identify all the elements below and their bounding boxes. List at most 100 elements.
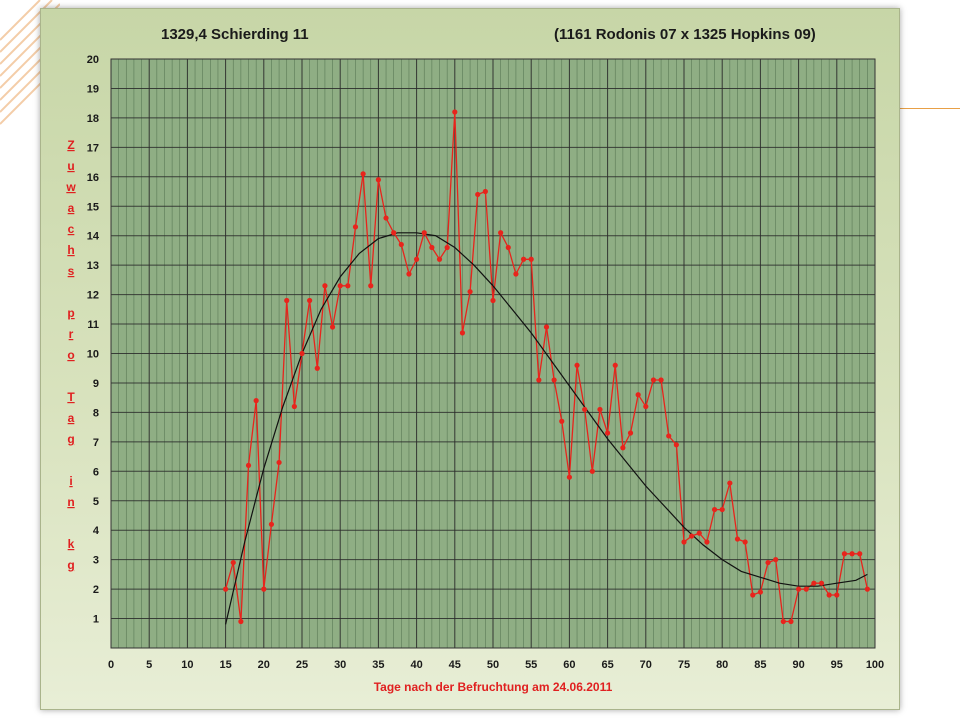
- y-tick-label: 19: [87, 83, 99, 95]
- x-tick-label: 45: [449, 659, 461, 671]
- data-point: [780, 618, 786, 625]
- data-point: [757, 589, 764, 595]
- data-point: [681, 539, 687, 545]
- data-point: [276, 459, 282, 466]
- chart-frame: 1329,4 Schierding 11 (1161 Rodonis 07 x …: [40, 8, 900, 710]
- data-point: [841, 551, 848, 557]
- data-point: [245, 462, 252, 469]
- y-axis-label-letter: c: [68, 222, 75, 236]
- data-point: [429, 244, 435, 251]
- x-tick-label: 15: [219, 659, 231, 671]
- chart-title: 1329,4 Schierding 11: [161, 26, 309, 43]
- data-point: [482, 188, 488, 195]
- data-point: [368, 283, 374, 289]
- data-point: [475, 191, 481, 198]
- data-point: [627, 430, 634, 436]
- decorative-accent-line: [900, 108, 960, 109]
- data-point: [574, 362, 580, 368]
- data-point: [414, 256, 420, 262]
- data-point: [734, 536, 741, 542]
- data-point: [268, 521, 275, 527]
- data-point: [635, 392, 641, 398]
- decorative-corner-stripes: [0, 0, 60, 125]
- data-point: [314, 365, 320, 371]
- y-axis-label-letter: u: [67, 159, 74, 173]
- grid-lines: [110, 58, 876, 649]
- data-point: [543, 324, 550, 330]
- x-axis-ticks: 0 5 10 15 20 25 30 35 40 45 50 55 60 65 70 75 80 85 90 95 10…: [108, 659, 884, 671]
- y-axis-label-letter: i: [69, 474, 72, 488]
- data-point: [727, 480, 733, 486]
- data-point: [520, 256, 527, 262]
- y-axis-label-letter: g: [67, 432, 74, 446]
- data-point: [299, 350, 305, 357]
- x-tick-label: 70: [640, 659, 652, 671]
- y-tick-label: 14: [87, 231, 100, 243]
- data-point: [689, 533, 695, 539]
- data-point: [658, 377, 664, 383]
- y-tick-label: 17: [87, 142, 99, 154]
- data-point: [704, 539, 710, 545]
- data-point: [765, 559, 771, 566]
- data-point: [498, 230, 504, 236]
- x-tick-label: 65: [601, 659, 613, 671]
- data-point: [796, 586, 802, 592]
- data-point: [528, 256, 534, 262]
- data-point: [811, 580, 817, 586]
- x-tick-label: 85: [754, 659, 766, 671]
- data-point: [849, 551, 855, 557]
- y-axis-label-letter: Z: [67, 138, 74, 152]
- y-tick-label: 16: [87, 172, 99, 184]
- data-point: [719, 506, 725, 513]
- data-point: [589, 468, 595, 474]
- data-point: [536, 377, 542, 383]
- data-point: [857, 551, 863, 557]
- x-tick-label: 10: [181, 659, 193, 671]
- data-point: [582, 406, 588, 413]
- x-tick-label: 50: [487, 659, 499, 671]
- data-point: [711, 506, 718, 513]
- x-tick-label: 95: [831, 659, 843, 671]
- data-point: [803, 586, 809, 592]
- data-point: [750, 592, 756, 598]
- data-point: [467, 289, 473, 295]
- data-point: [788, 618, 794, 625]
- data-point: [673, 442, 679, 448]
- data-point: [322, 283, 328, 289]
- y-tick-label: 3: [93, 555, 99, 567]
- y-tick-label: 9: [93, 378, 99, 390]
- data-point: [742, 539, 748, 545]
- data-point: [398, 241, 404, 248]
- data-point: [291, 403, 297, 410]
- y-tick-label: 13: [87, 260, 99, 272]
- y-tick-label: 1: [93, 614, 99, 626]
- x-tick-label: 5: [146, 659, 152, 671]
- data-point: [505, 244, 511, 251]
- data-point: [238, 618, 244, 625]
- x-tick-label: 40: [410, 659, 422, 671]
- data-point: [383, 215, 389, 221]
- data-point: [826, 592, 832, 598]
- y-tick-label: 11: [87, 319, 99, 331]
- data-point: [666, 433, 672, 439]
- y-axis-label-letter: k: [68, 537, 75, 551]
- data-point: [696, 530, 702, 536]
- data-point: [406, 271, 412, 277]
- x-tick-label: 25: [296, 659, 308, 671]
- y-tick-label: 4: [93, 525, 100, 537]
- data-point: [551, 377, 557, 383]
- data-point: [452, 109, 458, 115]
- y-tick-label: 10: [87, 349, 99, 361]
- x-tick-label: 35: [372, 659, 384, 671]
- y-tick-label: 8: [93, 407, 99, 419]
- x-tick-label: 90: [792, 659, 804, 671]
- y-tick-label: 18: [87, 113, 99, 125]
- data-point: [307, 297, 313, 304]
- data-point: [352, 224, 359, 230]
- y-tick-label: 6: [93, 466, 99, 478]
- data-point: [421, 230, 427, 236]
- y-tick-label: 12: [87, 290, 99, 302]
- x-tick-label: 20: [258, 659, 270, 671]
- y-tick-label: 7: [93, 437, 99, 449]
